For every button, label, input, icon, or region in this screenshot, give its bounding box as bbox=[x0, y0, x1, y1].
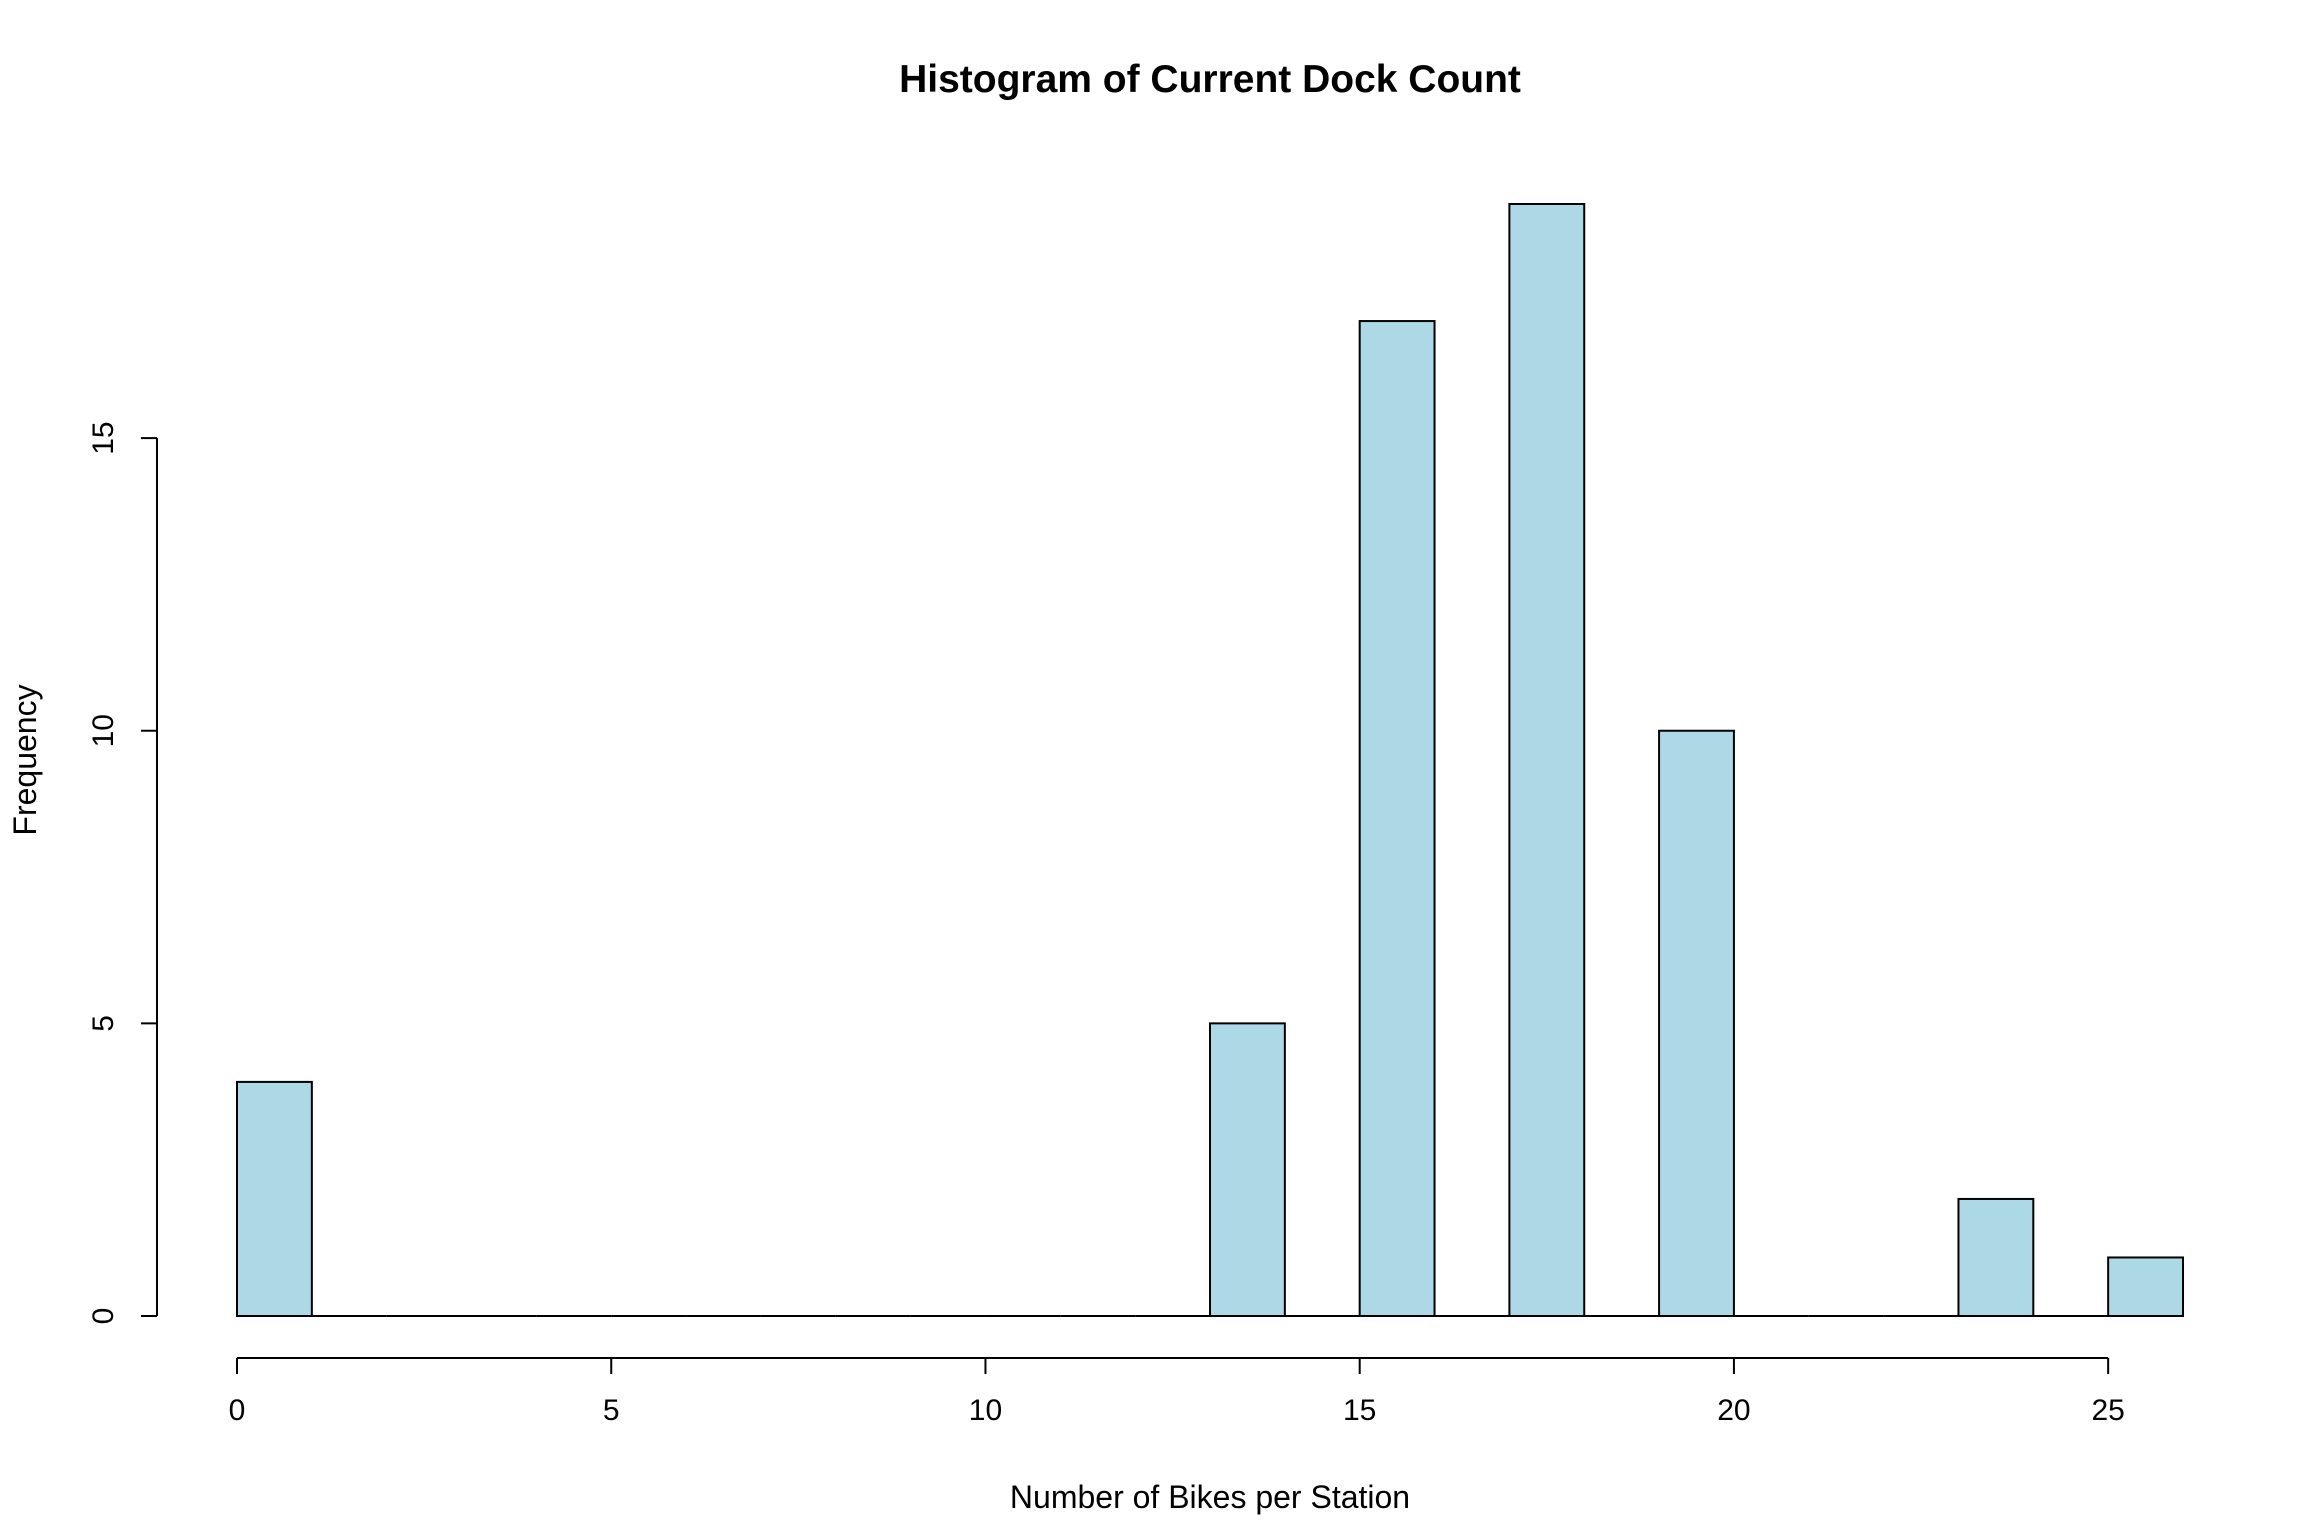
x-tick-label: 20 bbox=[1717, 1394, 1750, 1427]
x-axis-label: Number of Bikes per Station bbox=[1010, 1479, 1410, 1515]
histogram-bar bbox=[1358, 320, 1436, 1318]
histogram-bar bbox=[1658, 729, 1735, 1317]
x-tick-label: 15 bbox=[1343, 1394, 1376, 1427]
y-tick-label: 10 bbox=[87, 714, 120, 747]
y-axis-label: Frequency bbox=[7, 684, 43, 835]
x-axis: 0 5 10 15 20 25 bbox=[229, 1357, 2125, 1427]
bars-layer bbox=[236, 203, 2184, 1318]
x-tick-label: 5 bbox=[603, 1394, 620, 1427]
y-tick-label: 15 bbox=[87, 421, 120, 454]
histogram-bar bbox=[236, 1080, 313, 1318]
x-tick-label: 0 bbox=[229, 1394, 246, 1427]
chart-title: Histogram of Current Dock Count bbox=[899, 58, 1521, 101]
y-tick-label: 0 bbox=[87, 1308, 120, 1325]
histogram-bar bbox=[2107, 1256, 2184, 1317]
histogram-bar bbox=[1209, 1022, 1286, 1317]
y-tick-label: 5 bbox=[87, 1015, 120, 1032]
histogram-bar bbox=[1957, 1197, 2035, 1318]
x-tick-label: 25 bbox=[2091, 1394, 2124, 1427]
y-axis: 0 5 10 15 bbox=[87, 421, 158, 1325]
histogram-bar bbox=[1508, 203, 1586, 1317]
x-tick-label: 10 bbox=[969, 1394, 1002, 1427]
